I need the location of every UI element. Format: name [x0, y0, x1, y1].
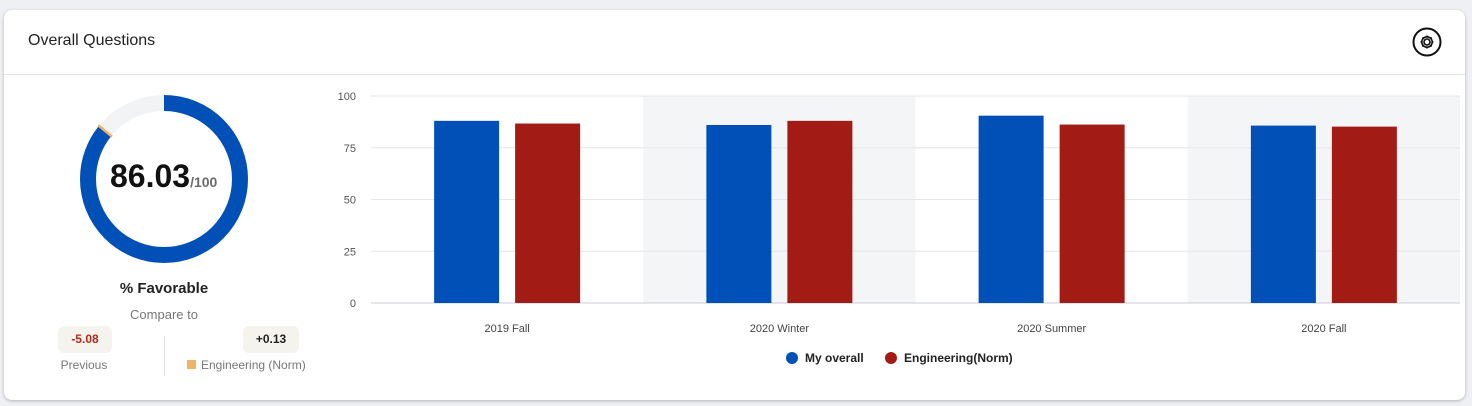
favorable-label: % Favorable: [119, 280, 209, 297]
legend-label: Engineering(Norm): [904, 351, 1013, 365]
bar-my-overall-2020-winter: [706, 124, 772, 303]
compare-to-label: Compare to: [130, 307, 198, 322]
previous-label: Previous: [60, 358, 108, 372]
legend-label: My overall: [805, 351, 864, 365]
y-tick-label: 0: [350, 298, 356, 310]
y-tick-label: 100: [338, 91, 356, 103]
bar-engineering-norm--2019-fall: [515, 123, 581, 303]
comparison-divider: [164, 336, 165, 376]
y-tick-label: 50: [344, 195, 356, 207]
norm-comparison: Engineering (Norm): [187, 358, 306, 372]
y-tick-label: 25: [344, 246, 356, 258]
bar-engineering-norm--2020-winter: [787, 120, 853, 303]
card-title: Overall Questions: [28, 32, 156, 49]
bar-engineering-norm--2020-fall: [1331, 126, 1397, 303]
norm-marker: [97, 124, 113, 138]
x-tick-label: 2020 Fall: [1301, 323, 1346, 335]
favorable-score-ring: [80, 95, 248, 263]
settings-gear-icon[interactable]: [1412, 27, 1442, 57]
norm-swatch-icon: [187, 360, 196, 369]
norm-delta-badge: +0.13: [243, 326, 299, 353]
card-header: Overall Questions: [4, 10, 1465, 75]
y-tick-label: 75: [344, 143, 356, 155]
legend-marker: [885, 352, 897, 364]
bar-my-overall-2019-fall: [434, 120, 500, 303]
score-max: /100: [190, 174, 218, 190]
comparison-bar-chart: 0 25 50 75 100 2019 Fall 2020 Winter 2020 Summe…: [338, 91, 1460, 365]
x-tick-label: 2020 Winter: [750, 323, 810, 335]
legend-marker: [786, 352, 798, 364]
bar-engineering-norm--2020-summer: [1059, 124, 1125, 303]
overall-questions-card: Overall Questions 86.03/100 % Favorable …: [4, 10, 1465, 400]
norm-label: Engineering (Norm): [201, 358, 306, 372]
x-tick-label: 2019 Fall: [484, 323, 529, 335]
x-tick-label: 2020 Summer: [1017, 323, 1086, 335]
score-value: 86.03: [110, 158, 191, 194]
bar-my-overall-2020-summer: [978, 115, 1044, 303]
bar-my-overall-2020-fall: [1250, 125, 1316, 303]
previous-delta-badge: -5.08: [58, 326, 112, 353]
score-display: 86.03/100: [110, 158, 250, 195]
